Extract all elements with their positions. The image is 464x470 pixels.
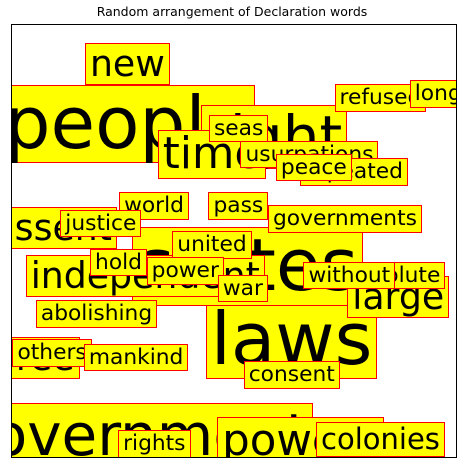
word-label: consent — [243, 360, 340, 389]
word-label: rights — [118, 430, 191, 457]
word-label: peace — [275, 153, 352, 182]
word-label: hold — [90, 248, 147, 277]
word-label: long — [409, 80, 456, 108]
chart-title: Random arrangement of Declaration words — [96, 4, 368, 19]
word-label: power — [146, 257, 224, 285]
word-label: pass — [208, 192, 269, 221]
word-label: colonies — [316, 422, 445, 457]
word-label: without — [303, 261, 396, 290]
word-label: justice — [60, 209, 142, 238]
word-label: seas — [208, 114, 269, 143]
word-label: abolishing — [35, 300, 158, 329]
plot-area: peoplerightlawsgovernmentpowersstatesind… — [11, 24, 457, 458]
word-label: others — [12, 339, 92, 368]
word-label: mankind — [83, 343, 189, 372]
word-label: governments — [268, 205, 422, 234]
word-label: war — [217, 274, 268, 303]
word-label: united — [172, 231, 252, 260]
word-label: new — [84, 42, 170, 86]
